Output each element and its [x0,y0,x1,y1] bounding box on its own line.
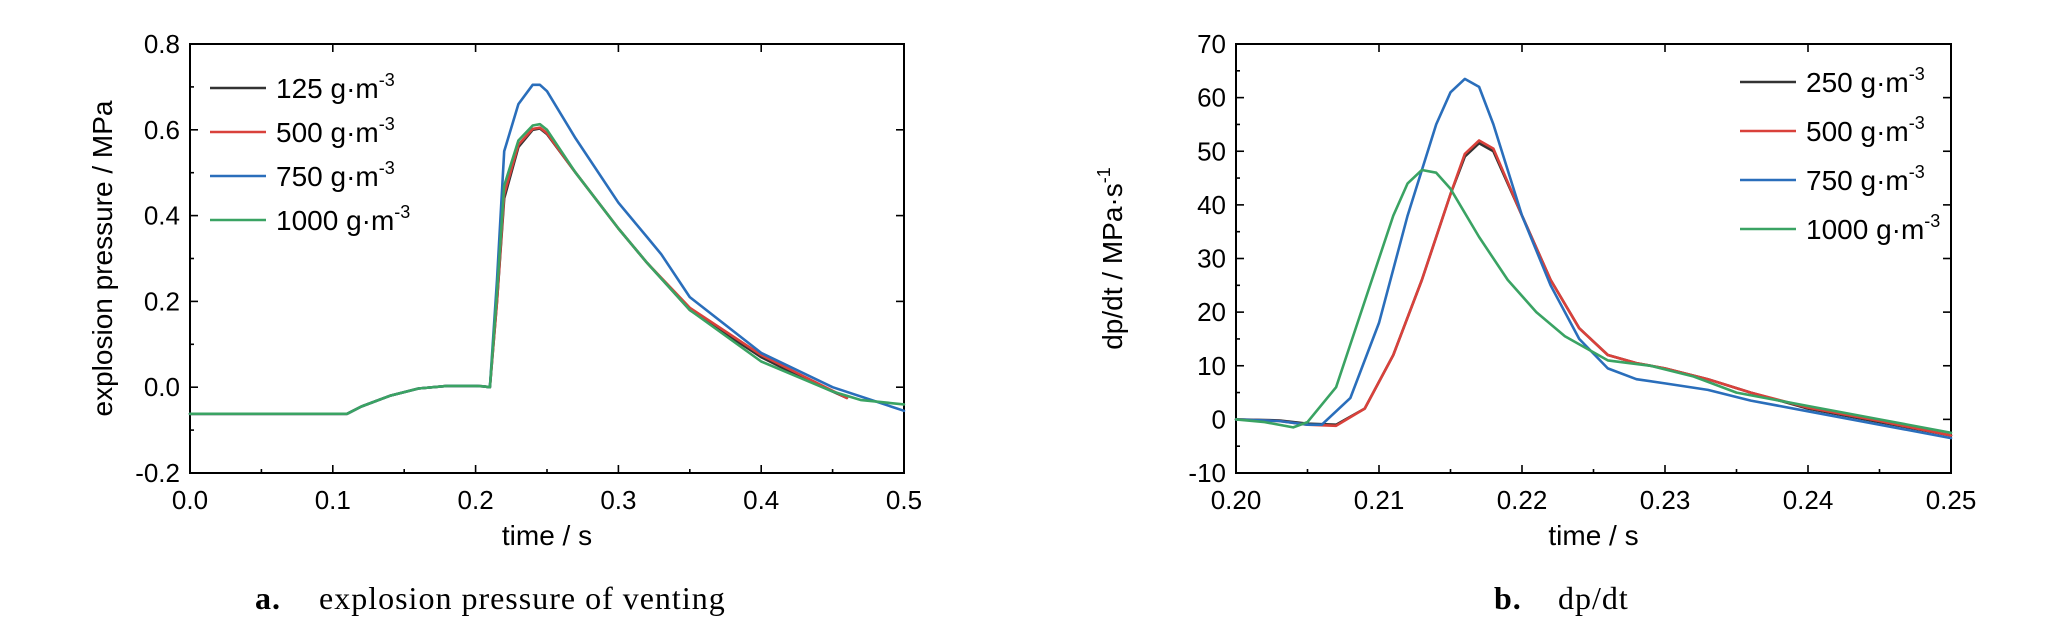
plot-frame [189,43,905,474]
legend-label-2: 500 g·m-3 [276,114,395,148]
y-tick-label: 0.6 [144,115,180,145]
y-tick-label: 0.0 [144,372,180,402]
legend-label-2: 500 g·m-3 [1806,113,1925,147]
y-tick-label: 0 [1212,404,1226,434]
legend-label-1-superscript: -3 [379,70,395,90]
x-tick-label: 0.22 [1497,485,1548,515]
y-tick-label: 10 [1197,351,1226,381]
x-tick-label: 0.4 [743,485,779,515]
legend-label-1: 125 g·m-3 [276,70,395,104]
legend-label-2-superscript: -3 [1909,113,1925,133]
y-tick-label: 30 [1197,244,1226,274]
legend-label-2-superscript: -3 [379,114,395,134]
legend-label-4-superscript: -3 [394,202,410,222]
x-tick-label: 0.1 [315,485,351,515]
y-axis-label-superscript: -1 [1094,167,1114,183]
y-axis-label: explosion pressure / MPa [87,100,118,416]
x-tick-label: 0.5 [886,485,922,515]
legend-label-3: 750 g·m-3 [1806,162,1925,196]
y-tick-label: 70 [1197,29,1226,59]
x-tick-label: 0.0 [172,485,208,515]
x-tick-label: 0.21 [1354,485,1405,515]
caption-letter: a. [255,580,281,616]
x-tick-label: 0.20 [1211,485,1262,515]
caption-text: explosion pressure of venting [319,580,726,616]
x-tick-label: 0.23 [1640,485,1691,515]
y-tick-label: 20 [1197,297,1226,327]
legend-label-3: 750 g·m-3 [276,158,395,192]
x-tick-label: 0.3 [600,485,636,515]
caption-text: dp/dt [1558,580,1629,616]
y-tick-label: 40 [1197,190,1226,220]
y-tick-label: 60 [1197,83,1226,113]
series-line-4 [188,122,906,416]
y-tick-label: 0.4 [144,201,180,231]
x-tick-label: 0.25 [1926,485,1977,515]
x-axis-label: time / s [502,520,592,551]
y-tick-label: 0.2 [144,286,180,316]
series-line-3 [1234,77,1953,440]
chart-panel-a: 0.0 0.1 0.2 0.3 0.4 0.5-0.20.00.20.40.60.8tim… [87,29,922,616]
legend-label-4-superscript: -3 [1924,211,1940,231]
legend-label-4: 1000 g·m-3 [276,202,410,236]
chart-panel-b: 0.20 0.21 0.22 0.23 0.24 0.25 -10 0 10 20 30 40 50 60… [1094,29,1976,616]
x-tick-label: 0.24 [1783,485,1834,515]
y-tick-label: -10 [1188,458,1226,488]
plot-frame [1235,43,1952,474]
y-tick-label: 0.8 [144,29,180,59]
caption-letter: b. [1494,580,1522,616]
x-axis-label: time / s [1548,520,1638,551]
legend-label-4: 1000 g·m-3 [1806,211,1940,245]
legend-label-1-superscript: -3 [1909,64,1925,84]
legend-label-3-superscript: -3 [379,158,395,178]
y-tick-label: 50 [1197,136,1226,166]
y-axis-label: dp/dt / MPa·s-1 [1094,167,1128,350]
series-line-4 [1234,168,1953,435]
y-tick-label: -0.2 [135,458,180,488]
legend-label-1: 250 g·m-3 [1806,64,1925,98]
legend-label-3-superscript: -3 [1909,162,1925,182]
x-tick-label: 0.2 [458,485,494,515]
series-line-2 [1234,139,1953,437]
